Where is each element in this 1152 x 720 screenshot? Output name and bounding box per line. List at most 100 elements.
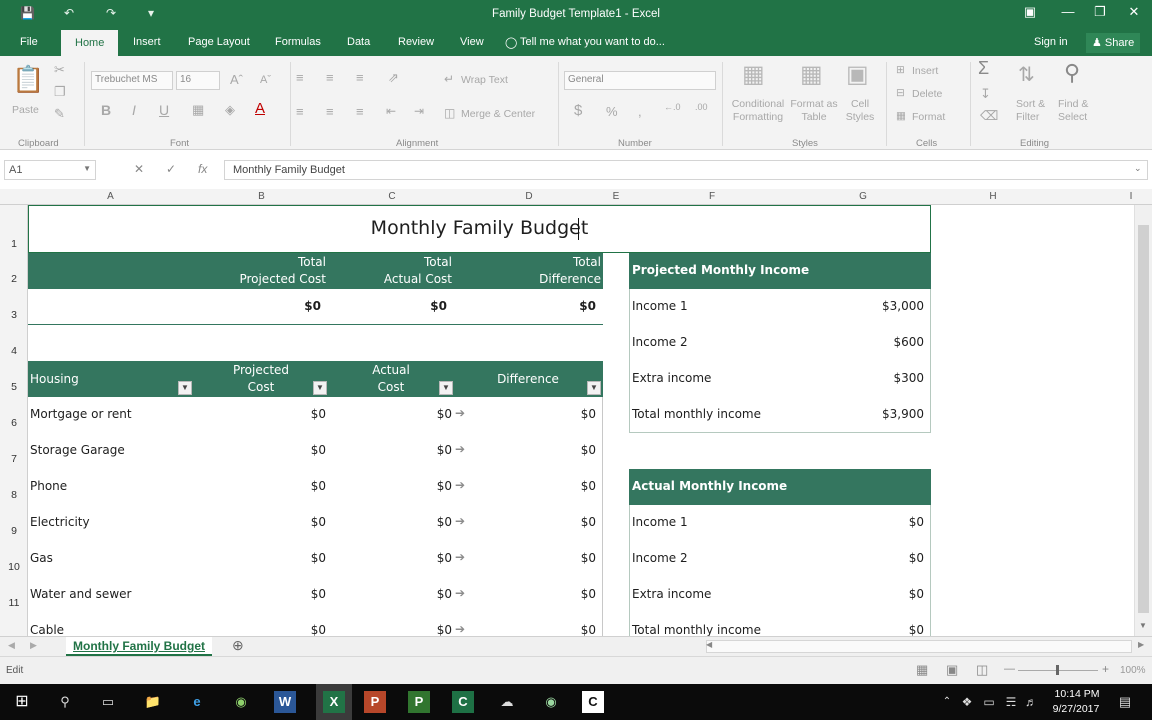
- sort-filter-icon[interactable]: ⇅: [1018, 64, 1035, 86]
- font-name-box[interactable]: Trebuchet MS: [91, 71, 173, 90]
- word-icon[interactable]: W: [274, 691, 296, 713]
- total-actual-value[interactable]: $0: [430, 299, 447, 313]
- align-center-icon[interactable]: ≡: [326, 104, 334, 119]
- align-right-icon[interactable]: ≡: [356, 104, 364, 119]
- insert-cells-button[interactable]: Insert: [912, 65, 939, 77]
- insert-cells-icon[interactable]: ⊞: [896, 64, 905, 76]
- restore-icon[interactable]: ❐: [1094, 4, 1106, 19]
- filter-dropdown-difference[interactable]: ▼: [587, 381, 601, 395]
- decrease-decimal-icon[interactable]: .00: [695, 102, 708, 112]
- percent-icon[interactable]: %: [606, 104, 618, 119]
- cancel-icon[interactable]: ✕: [134, 162, 145, 176]
- tab-insert[interactable]: Insert: [133, 36, 161, 48]
- scroll-down-icon[interactable]: ▼: [1139, 621, 1147, 630]
- row-header-9[interactable]: 9: [11, 525, 17, 537]
- tab-file[interactable]: File: [20, 36, 38, 48]
- paste-label[interactable]: Paste: [12, 104, 39, 116]
- find-select-button[interactable]: Find & Select: [1058, 98, 1088, 124]
- new-sheet-icon[interactable]: ⊕: [232, 637, 244, 653]
- format-as-table-button[interactable]: Format as Table: [788, 98, 840, 124]
- windows-start-icon[interactable]: ⊞: [15, 693, 29, 710]
- font-size-box[interactable]: 16: [176, 71, 220, 90]
- format-painter-icon[interactable]: ✎: [54, 106, 65, 121]
- conditional-formatting-button[interactable]: Conditional Formatting: [728, 98, 788, 124]
- column-header-f[interactable]: F: [708, 191, 716, 202]
- column-header-g[interactable]: G: [859, 191, 867, 202]
- autosum-icon[interactable]: Σ: [978, 58, 990, 78]
- close-icon[interactable]: ✕: [1128, 4, 1140, 19]
- copy-icon[interactable]: ❐: [54, 84, 66, 99]
- scroll-left-icon[interactable]: ◀: [706, 640, 713, 649]
- column-header-h[interactable]: H: [989, 191, 997, 202]
- column-header-b[interactable]: B: [258, 191, 265, 202]
- vertical-scrollbar[interactable]: ▼: [1134, 205, 1152, 636]
- project-icon[interactable]: P: [408, 691, 430, 713]
- sign-in-link[interactable]: Sign in: [1034, 36, 1068, 48]
- bold-icon[interactable]: B: [101, 102, 112, 118]
- zoom-out-icon[interactable]: —: [1004, 663, 1015, 675]
- enter-icon[interactable]: ✓: [166, 162, 177, 176]
- font-color-icon[interactable]: A: [255, 100, 266, 117]
- align-left-icon[interactable]: ≡: [296, 104, 304, 119]
- increase-decimal-icon[interactable]: ←.0: [664, 102, 681, 112]
- shrink-font-icon[interactable]: Aˇ: [260, 74, 271, 86]
- row-header-10[interactable]: 10: [8, 561, 20, 573]
- fill-color-icon[interactable]: ◈: [225, 102, 235, 117]
- share-button[interactable]: ♟ Share: [1086, 33, 1141, 53]
- filter-dropdown-housing[interactable]: ▼: [178, 381, 192, 395]
- orientation-icon[interactable]: ⇗: [388, 70, 399, 85]
- cell-styles-icon[interactable]: ▣: [846, 61, 869, 88]
- tab-page-layout[interactable]: Page Layout: [188, 36, 250, 48]
- wrap-text-button[interactable]: Wrap Text: [461, 74, 508, 86]
- recorder-icon[interactable]: C: [582, 691, 604, 713]
- column-header-i[interactable]: I: [1129, 191, 1133, 202]
- sheet-tab-monthly-family-budget[interactable]: Monthly Family Budget: [66, 637, 212, 656]
- column-header-a[interactable]: A: [107, 191, 114, 202]
- comma-icon[interactable]: ,: [638, 104, 642, 119]
- tab-formulas[interactable]: Formulas: [275, 36, 321, 48]
- format-as-table-icon[interactable]: ▦: [800, 61, 823, 88]
- decrease-indent-icon[interactable]: ⇤: [386, 104, 397, 118]
- zoom-in-icon[interactable]: +: [1102, 662, 1110, 676]
- wifi-icon[interactable]: ☴: [1005, 695, 1017, 709]
- fill-icon[interactable]: ↧: [980, 86, 991, 101]
- dropbox-icon[interactable]: ❖: [961, 695, 973, 709]
- chevron-down-icon[interactable]: ▼: [83, 164, 91, 173]
- taskbar-date[interactable]: 9/27/2017: [1052, 703, 1100, 715]
- tab-review[interactable]: Review: [398, 36, 435, 48]
- battery-icon[interactable]: ▭: [983, 695, 995, 709]
- messaging-icon[interactable]: ☁: [500, 694, 514, 709]
- formula-input[interactable]: Monthly Family Budget: [224, 160, 1148, 180]
- edge-icon[interactable]: e: [193, 694, 201, 709]
- tab-view[interactable]: View: [460, 36, 484, 48]
- volume-icon[interactable]: ♬: [1025, 695, 1037, 709]
- scrollbar-thumb[interactable]: [1138, 225, 1149, 613]
- row-header-7[interactable]: 7: [11, 453, 17, 465]
- row-header-4[interactable]: 4: [11, 345, 17, 357]
- align-top-icon[interactable]: ≡: [296, 70, 304, 85]
- paste-icon[interactable]: 📋: [12, 64, 45, 94]
- align-bottom-icon[interactable]: ≡: [356, 70, 364, 85]
- row-header-8[interactable]: 8: [11, 489, 17, 501]
- underline-icon[interactable]: U: [159, 102, 170, 118]
- filter-dropdown-actual[interactable]: ▼: [439, 381, 453, 395]
- search-icon[interactable]: ⚲: [60, 694, 70, 709]
- borders-icon[interactable]: ▦: [192, 102, 205, 117]
- clear-icon[interactable]: ⌫: [980, 108, 999, 123]
- row-header-1[interactable]: 1: [11, 238, 17, 250]
- horizontal-scrollbar[interactable]: [706, 640, 1132, 653]
- name-box[interactable]: A1 ▼: [4, 160, 96, 180]
- find-select-icon[interactable]: ⚲: [1064, 60, 1081, 85]
- next-sheet-icon[interactable]: ▶: [30, 640, 37, 650]
- row-header-6[interactable]: 6: [11, 417, 17, 429]
- undo-icon[interactable]: ↶: [64, 6, 75, 20]
- tab-home[interactable]: Home: [61, 30, 119, 56]
- number-format-box[interactable]: General: [564, 71, 716, 90]
- prev-sheet-icon[interactable]: ◀: [8, 640, 15, 650]
- powerpoint-icon[interactable]: P: [364, 691, 386, 713]
- ribbon-display-icon[interactable]: ▣: [1023, 4, 1037, 19]
- delete-cells-button[interactable]: Delete: [912, 88, 943, 100]
- row-header-2[interactable]: 2: [11, 273, 17, 285]
- merge-center-button[interactable]: Merge & Center: [461, 108, 536, 120]
- save-icon[interactable]: 💾: [20, 6, 35, 20]
